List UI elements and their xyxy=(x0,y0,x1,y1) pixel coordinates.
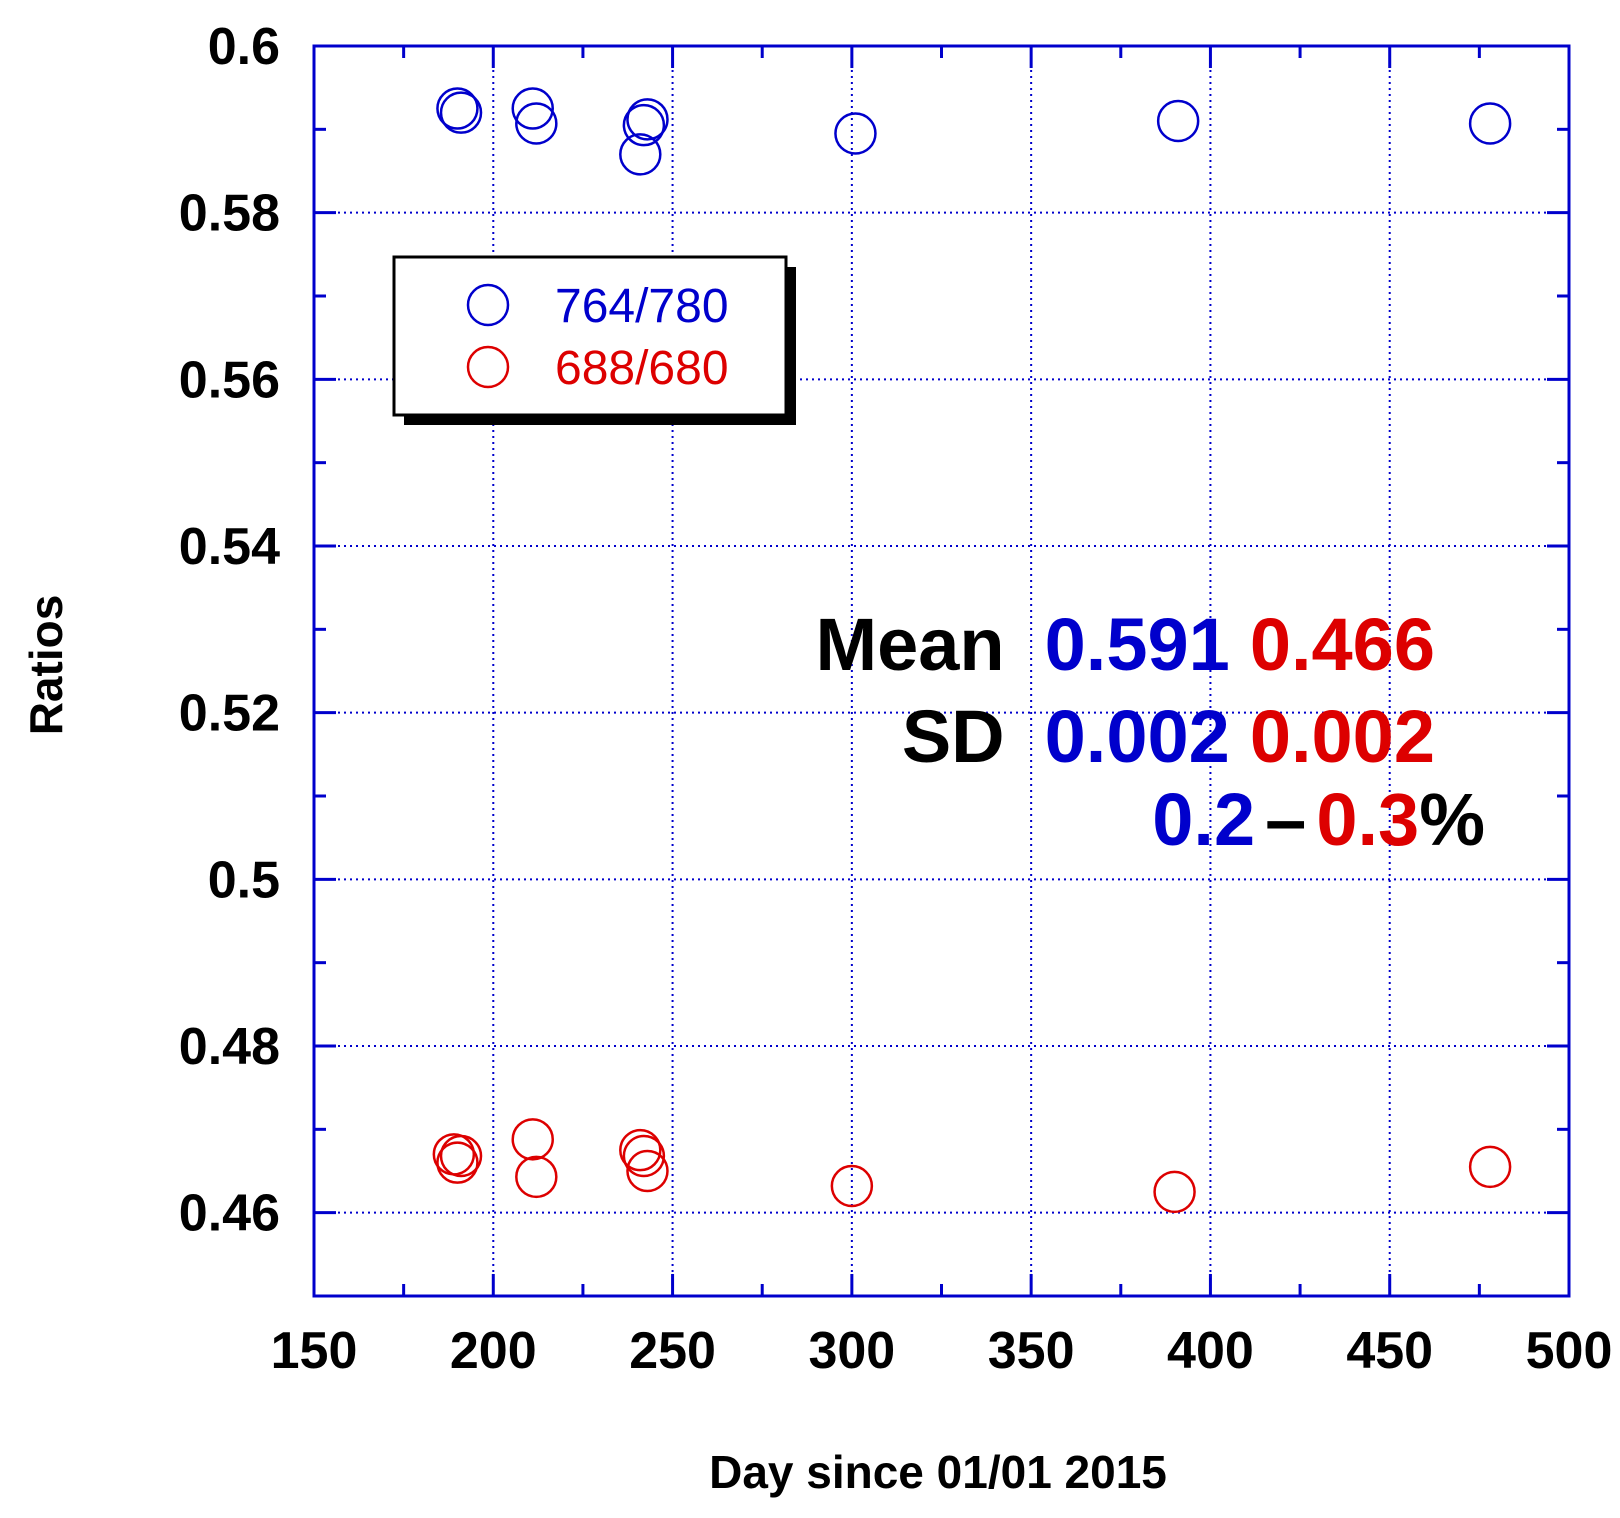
x-tick-label: 150 xyxy=(271,1322,358,1380)
data-point-688-680 xyxy=(1468,1145,1512,1189)
sd-row: SD 0.002 0.002 xyxy=(902,695,1435,778)
data-point-688-680 xyxy=(626,1149,669,1193)
x-tick-label: 400 xyxy=(1167,1322,1254,1380)
data-point-764-780 xyxy=(619,133,662,176)
pct-sign: % xyxy=(1419,778,1485,861)
y-tick-label: 0.48 xyxy=(179,1018,280,1076)
mean-value-688-680: 0.466 xyxy=(1250,603,1435,686)
data-point-764-780 xyxy=(626,98,669,141)
data-point-764-780 xyxy=(436,87,479,130)
data-points xyxy=(432,87,1512,1214)
sd-value-688-680: 0.002 xyxy=(1250,695,1435,778)
legend-marker-764-780 xyxy=(466,283,510,327)
pct-dash: – xyxy=(1265,778,1306,861)
x-tick-label: 500 xyxy=(1526,1322,1613,1380)
grid-lines xyxy=(314,46,1569,1296)
legend-label-688-680: 688/680 xyxy=(555,342,729,395)
data-point-764-780 xyxy=(1156,99,1200,143)
pct-row: 0.2–0.3% xyxy=(1152,778,1485,861)
x-tick-label: 200 xyxy=(450,1322,537,1380)
y-axis-title: Ratios xyxy=(20,595,72,736)
data-point-688-680 xyxy=(515,1155,558,1199)
data-point-688-680 xyxy=(1153,1170,1196,1214)
y-tick-label: 0.6 xyxy=(208,18,280,76)
x-tick-label: 300 xyxy=(808,1322,895,1380)
x-tick-label: 350 xyxy=(988,1322,1075,1380)
data-point-688-680 xyxy=(622,1134,666,1178)
data-point-688-680 xyxy=(511,1118,554,1161)
mean-label: Mean xyxy=(815,603,1004,686)
legend: 764/780 688/680 xyxy=(392,255,796,425)
data-point-688-680 xyxy=(436,1141,479,1184)
y-tick-label: 0.54 xyxy=(179,518,280,576)
pct-value-764-780: 0.2 xyxy=(1152,778,1255,861)
data-point-764-780 xyxy=(834,112,877,155)
legend-box xyxy=(392,255,788,417)
pct-value-688-680: 0.3 xyxy=(1316,778,1419,861)
data-point-764-780 xyxy=(622,103,666,147)
y-tick-label: 0.56 xyxy=(179,351,280,409)
data-point-764-780 xyxy=(515,102,558,145)
y-tick-label: 0.52 xyxy=(179,685,280,743)
data-point-764-780 xyxy=(439,91,483,134)
data-point-688-680 xyxy=(830,1164,874,1208)
y-tick-labels: 0.46 0.48 0.5 0.52 0.54 0.56 0.58 0.6 xyxy=(179,18,280,1243)
mean-row: Mean 0.591 0.466 xyxy=(815,603,1435,686)
x-tick-labels: 150 200 250 300 350 400 450 500 xyxy=(271,1322,1613,1380)
x-tick-label: 450 xyxy=(1346,1322,1433,1380)
y-tick-label: 0.58 xyxy=(179,185,280,243)
x-axis-title: Day since 01/01 2015 xyxy=(709,1446,1167,1498)
y-tick-label: 0.46 xyxy=(179,1185,280,1243)
data-point-688-680 xyxy=(619,1128,662,1172)
legend-marker-688-680 xyxy=(466,345,510,389)
legend-label-764-780: 764/780 xyxy=(555,280,729,333)
axis-ticks xyxy=(312,44,1571,1298)
mean-value-764-780: 0.591 xyxy=(1045,603,1230,686)
stats-annotation: Mean 0.591 0.466 SD 0.002 0.002 0.2–0.3% xyxy=(815,603,1485,861)
y-tick-label: 0.5 xyxy=(208,851,280,909)
data-point-764-780 xyxy=(511,87,554,130)
sd-value-764-780: 0.002 xyxy=(1045,695,1230,778)
data-point-688-680 xyxy=(439,1134,483,1178)
sd-label: SD xyxy=(902,695,1005,778)
data-point-764-780 xyxy=(1468,102,1512,145)
x-tick-label: 250 xyxy=(629,1322,716,1380)
